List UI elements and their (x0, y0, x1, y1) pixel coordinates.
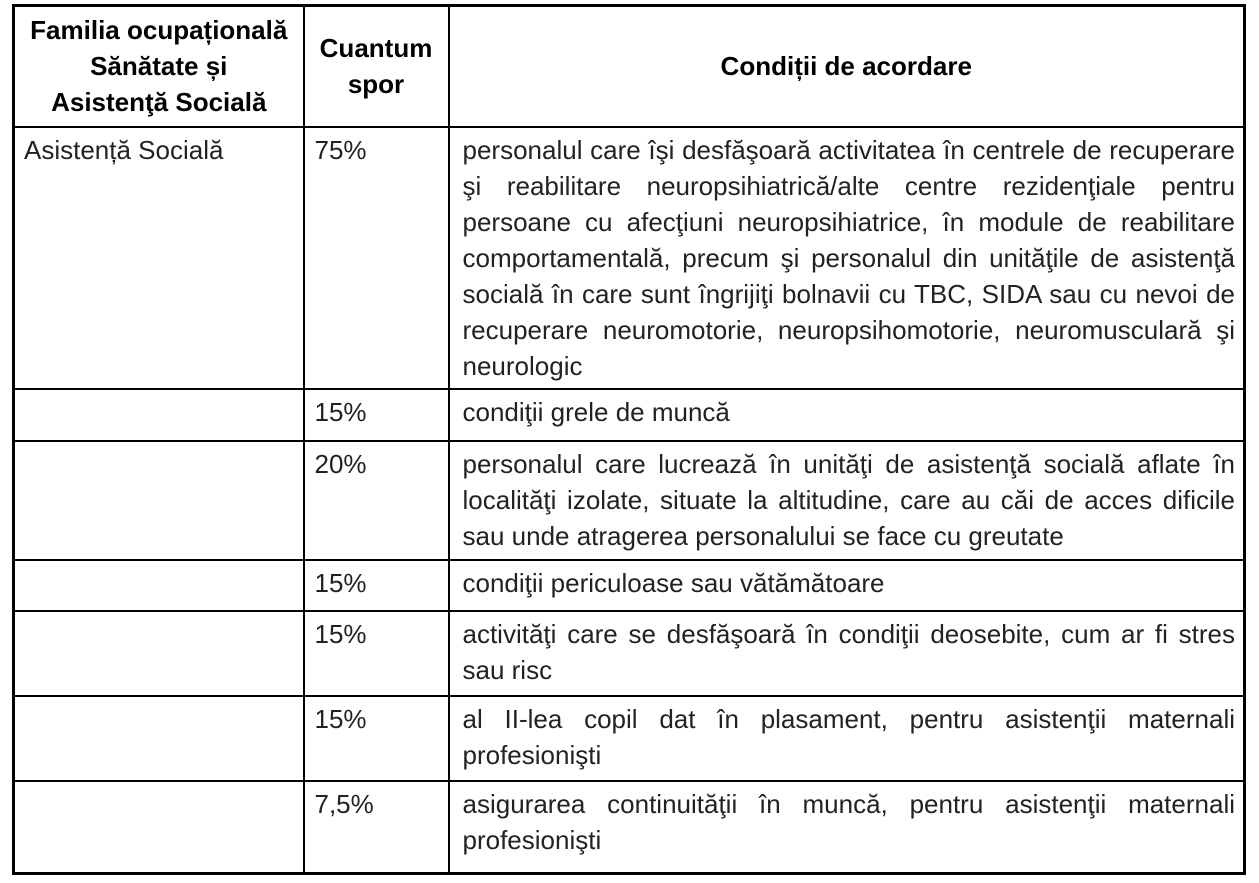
table-header-row: Familia ocupațională Sănătate și Asisten… (12, 4, 1246, 128)
occupational-family-bonus-table: Familia ocupațională Sănătate și Asisten… (12, 4, 1246, 875)
family-cell (12, 387, 305, 442)
table-row: 15% activităţi care se desfăşoară în con… (12, 609, 1246, 697)
header-granting-conditions: Condiții de acordare (447, 4, 1246, 128)
table-row: 20% personalul care lucrează în unităţi … (12, 439, 1246, 561)
header-family-line-1: Familia ocupațională (30, 15, 288, 46)
table-row: 7,5% asigurarea continuităţii în muncă, … (12, 779, 1246, 875)
amount-cell: 15% (302, 694, 450, 782)
header-occupational-family: Familia ocupațională Sănătate și Asisten… (12, 4, 305, 128)
amount-cell: 15% (302, 558, 450, 612)
family-cell: Asistență Socială (12, 125, 305, 390)
family-cell (12, 558, 305, 612)
amount-cell: 20% (302, 439, 450, 561)
conditions-cell: condiţii grele de muncă (447, 387, 1246, 442)
header-family-line-3: Asistenţă Socială (51, 87, 267, 118)
amount-cell: 15% (302, 609, 450, 697)
conditions-cell: personalul care lucrează în unităţi de a… (447, 439, 1246, 561)
amount-cell: 15% (302, 387, 450, 442)
family-cell (12, 439, 305, 561)
amount-cell: 75% (302, 125, 450, 390)
conditions-cell: personalul care îşi desfăşoară activitat… (447, 125, 1246, 390)
amount-cell: 7,5% (302, 779, 450, 875)
table-row: 15% condiţii grele de muncă (12, 387, 1246, 442)
conditions-cell: activităţi care se desfăşoară în condiţi… (447, 609, 1246, 697)
family-cell (12, 609, 305, 697)
conditions-cell: al II-lea copil dat în plasament, pentru… (447, 694, 1246, 782)
conditions-cell: condiţii periculoase sau vătămătoare (447, 558, 1246, 612)
header-bonus-amount: Cuantum spor (302, 4, 450, 128)
family-cell (12, 779, 305, 875)
family-cell (12, 694, 305, 782)
table-row: 15% condiţii periculoase sau vătămătoare (12, 558, 1246, 612)
header-family-line-2: Sănătate și (90, 51, 228, 82)
table-row: Asistență Socială 75% personalul care îş… (12, 125, 1246, 390)
conditions-cell: asigurarea continuităţii în muncă, pentr… (447, 779, 1246, 875)
table-row: 15% al II-lea copil dat în plasament, pe… (12, 694, 1246, 782)
